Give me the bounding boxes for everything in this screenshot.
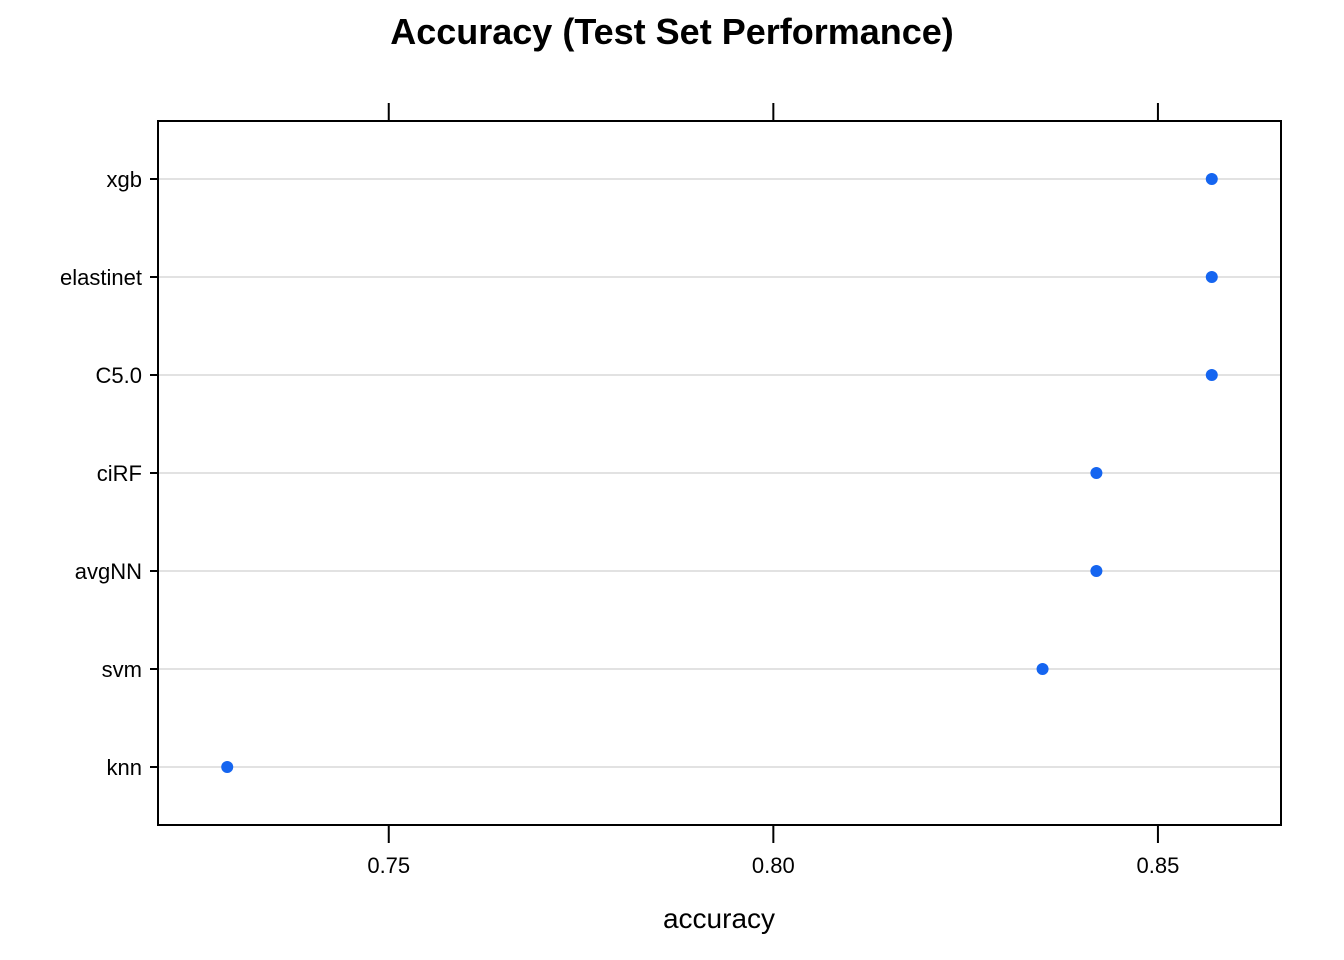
data-points	[221, 173, 1218, 773]
point-avgNN	[1090, 565, 1103, 577]
chart-title: Accuracy (Test Set Performance)	[390, 11, 954, 52]
point-C5.0	[1205, 369, 1218, 381]
point-ciRF	[1090, 467, 1103, 479]
y-tick-label-ciRF: ciRF	[97, 461, 142, 486]
point-elastinet	[1205, 271, 1218, 283]
grid-lines	[158, 178, 1281, 768]
x-tick-label-0.85: 0.85	[1137, 853, 1180, 878]
point-xgb	[1205, 173, 1218, 185]
x-tick-label-0.75: 0.75	[367, 853, 410, 878]
x-axis-ticks: 0.75 0.80 0.85	[367, 103, 1179, 878]
y-tick-labels: xgb elastinet C5.0 ciRF avgNN svm knn	[60, 167, 158, 780]
y-tick-label-svm: svm	[102, 657, 142, 682]
y-tick-label-xgb: xgb	[107, 167, 142, 192]
y-tick-label-knn: knn	[107, 755, 142, 780]
y-tick-label-C5.0: C5.0	[96, 363, 142, 388]
point-svm	[1036, 663, 1049, 675]
x-tick-label-0.80: 0.80	[752, 853, 795, 878]
y-tick-label-elastinet: elastinet	[60, 265, 142, 290]
plot-frame	[157, 120, 1282, 826]
y-tick-label-avgNN: avgNN	[75, 559, 142, 584]
x-axis-label: accuracy	[663, 903, 775, 934]
point-knn	[221, 761, 234, 773]
